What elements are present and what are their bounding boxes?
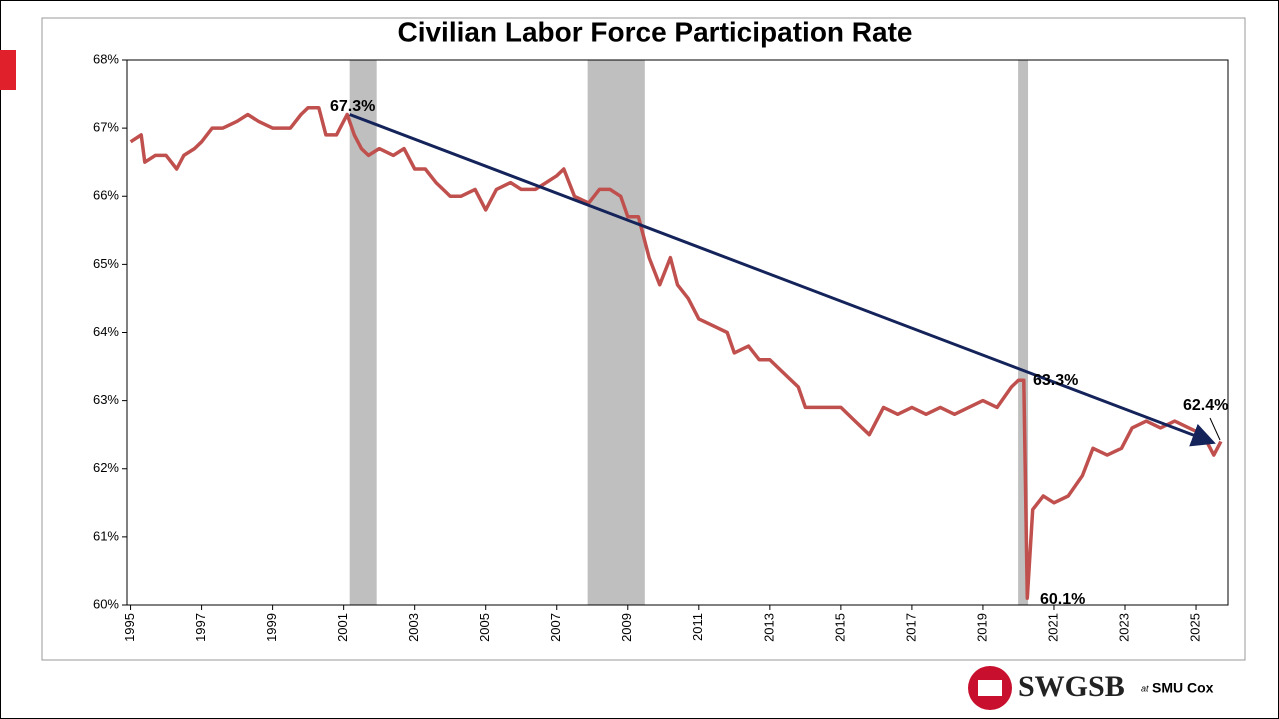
x-tick-label: 2013: [761, 613, 776, 642]
x-tick-label: 2009: [619, 613, 634, 642]
x-tick-label: 2003: [406, 613, 421, 642]
annotation: 62.4%: [1183, 397, 1228, 414]
recession-band: [1018, 60, 1029, 605]
x-tick-label: 2005: [477, 613, 492, 642]
x-tick-label: 1997: [193, 613, 208, 642]
x-tick-label: 2021: [1045, 613, 1060, 642]
x-tick-label: 1999: [264, 613, 279, 642]
annotation-leader: [1209, 417, 1221, 441]
trend-arrow: [349, 113, 1216, 447]
y-tick-label: 64%: [93, 324, 119, 339]
logo-icon-building: [978, 680, 1002, 696]
y-tick-label: 66%: [93, 188, 119, 203]
x-tick-label: 1995: [122, 613, 137, 642]
x-tick-label: 2017: [903, 613, 918, 642]
y-tick-label: 60%: [93, 596, 119, 611]
recession-band: [587, 60, 645, 605]
annotation: 67.3%: [330, 98, 375, 115]
annotation: 60.1%: [1040, 591, 1085, 608]
data-line: [129, 105, 1223, 600]
logo-school: SMU Cox: [1152, 680, 1214, 696]
x-tick-label: 2011: [690, 613, 705, 641]
x-tick-label: 2019: [974, 613, 989, 642]
x-tick-label: 2001: [335, 613, 350, 642]
y-tick-label: 61%: [93, 528, 119, 543]
annotation: 63.3%: [1033, 372, 1078, 389]
chart-title: Civilian Labor Force Participation Rate: [397, 16, 912, 47]
x-tick-label: 2023: [1116, 613, 1131, 642]
logo-name: SWGSB: [1018, 670, 1125, 703]
chart-frame: [41, 17, 1246, 661]
x-tick-label: 2015: [832, 613, 847, 642]
logo-at: at: [1141, 683, 1149, 693]
accent-bar: [0, 50, 16, 90]
y-tick-label: 65%: [93, 256, 119, 271]
y-tick-label: 63%: [93, 392, 119, 407]
x-tick-label: 2025: [1187, 613, 1202, 642]
x-tick-label: 2007: [548, 613, 563, 642]
logo: SWGSB at SMU Cox: [968, 666, 1214, 710]
y-tick-label: 68%: [93, 51, 119, 66]
recession-band: [349, 60, 377, 605]
y-tick-label: 67%: [93, 120, 119, 135]
y-tick-label: 62%: [93, 460, 119, 475]
